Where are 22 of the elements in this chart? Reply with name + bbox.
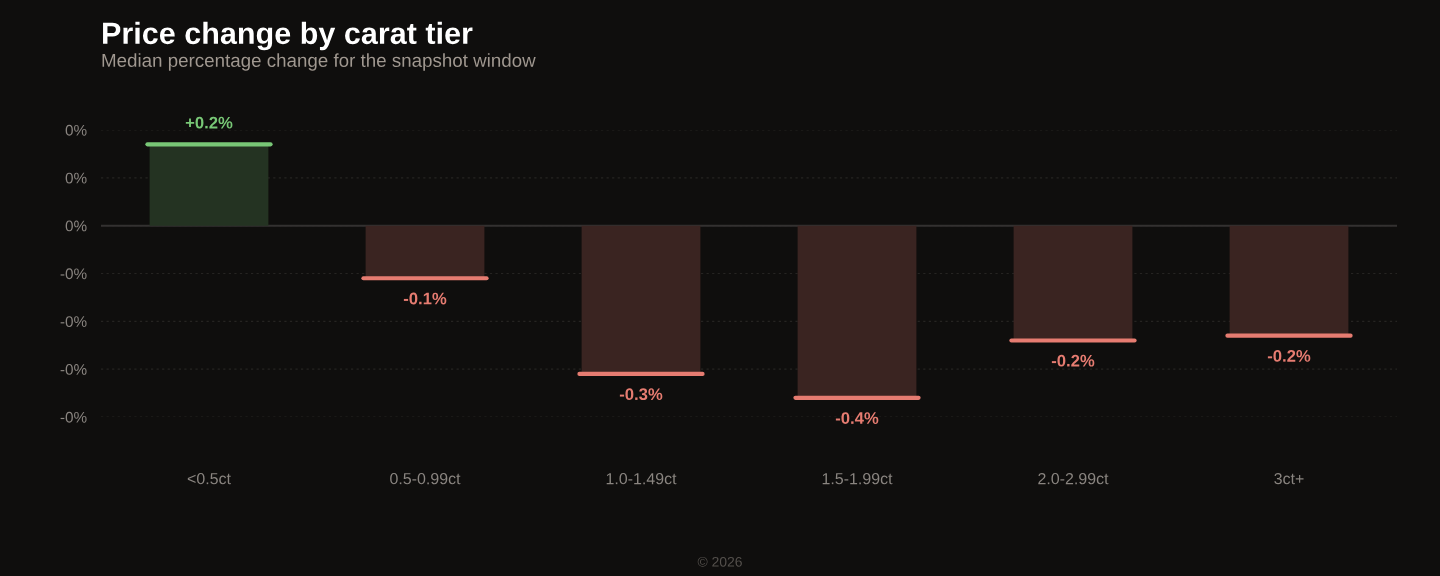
- x-tick-label: 0.5-0.99ct: [390, 472, 461, 485]
- y-tick-label: -0%: [60, 316, 87, 328]
- data-label: -0.2%: [1267, 350, 1311, 362]
- text: © 2026: [697, 556, 742, 567]
- y-tick-label: -0%: [60, 411, 87, 423]
- data-label: -0.4%: [835, 412, 879, 424]
- x-tick-label: 3ct+: [1274, 472, 1304, 485]
- y-tick-label: 0%: [65, 124, 87, 136]
- y-tick-label: -0%: [60, 268, 87, 280]
- chart-title: Price change by carat tier: [103, 21, 473, 51]
- x-tick-label: 1.5-1.99ct: [822, 472, 893, 485]
- data-label: -0.1%: [403, 292, 447, 305]
- y-tick-label: -0%: [60, 364, 87, 375]
- data-label: -0.2%: [1051, 354, 1095, 367]
- data-label: +0.2%: [185, 116, 233, 129]
- x-tick-label: <0.5ct: [187, 472, 231, 485]
- data-label: -0.3%: [619, 388, 663, 401]
- chart-subtitle: Median percentage change for the snapshot window: [102, 53, 536, 71]
- x-tick-label: 2.0-2.99ct: [1038, 472, 1109, 485]
- y-tick-label: 0%: [65, 172, 87, 184]
- x-tick-label: 1.0-1.49ct: [606, 472, 677, 485]
- y-tick-label: 0%: [65, 220, 87, 232]
